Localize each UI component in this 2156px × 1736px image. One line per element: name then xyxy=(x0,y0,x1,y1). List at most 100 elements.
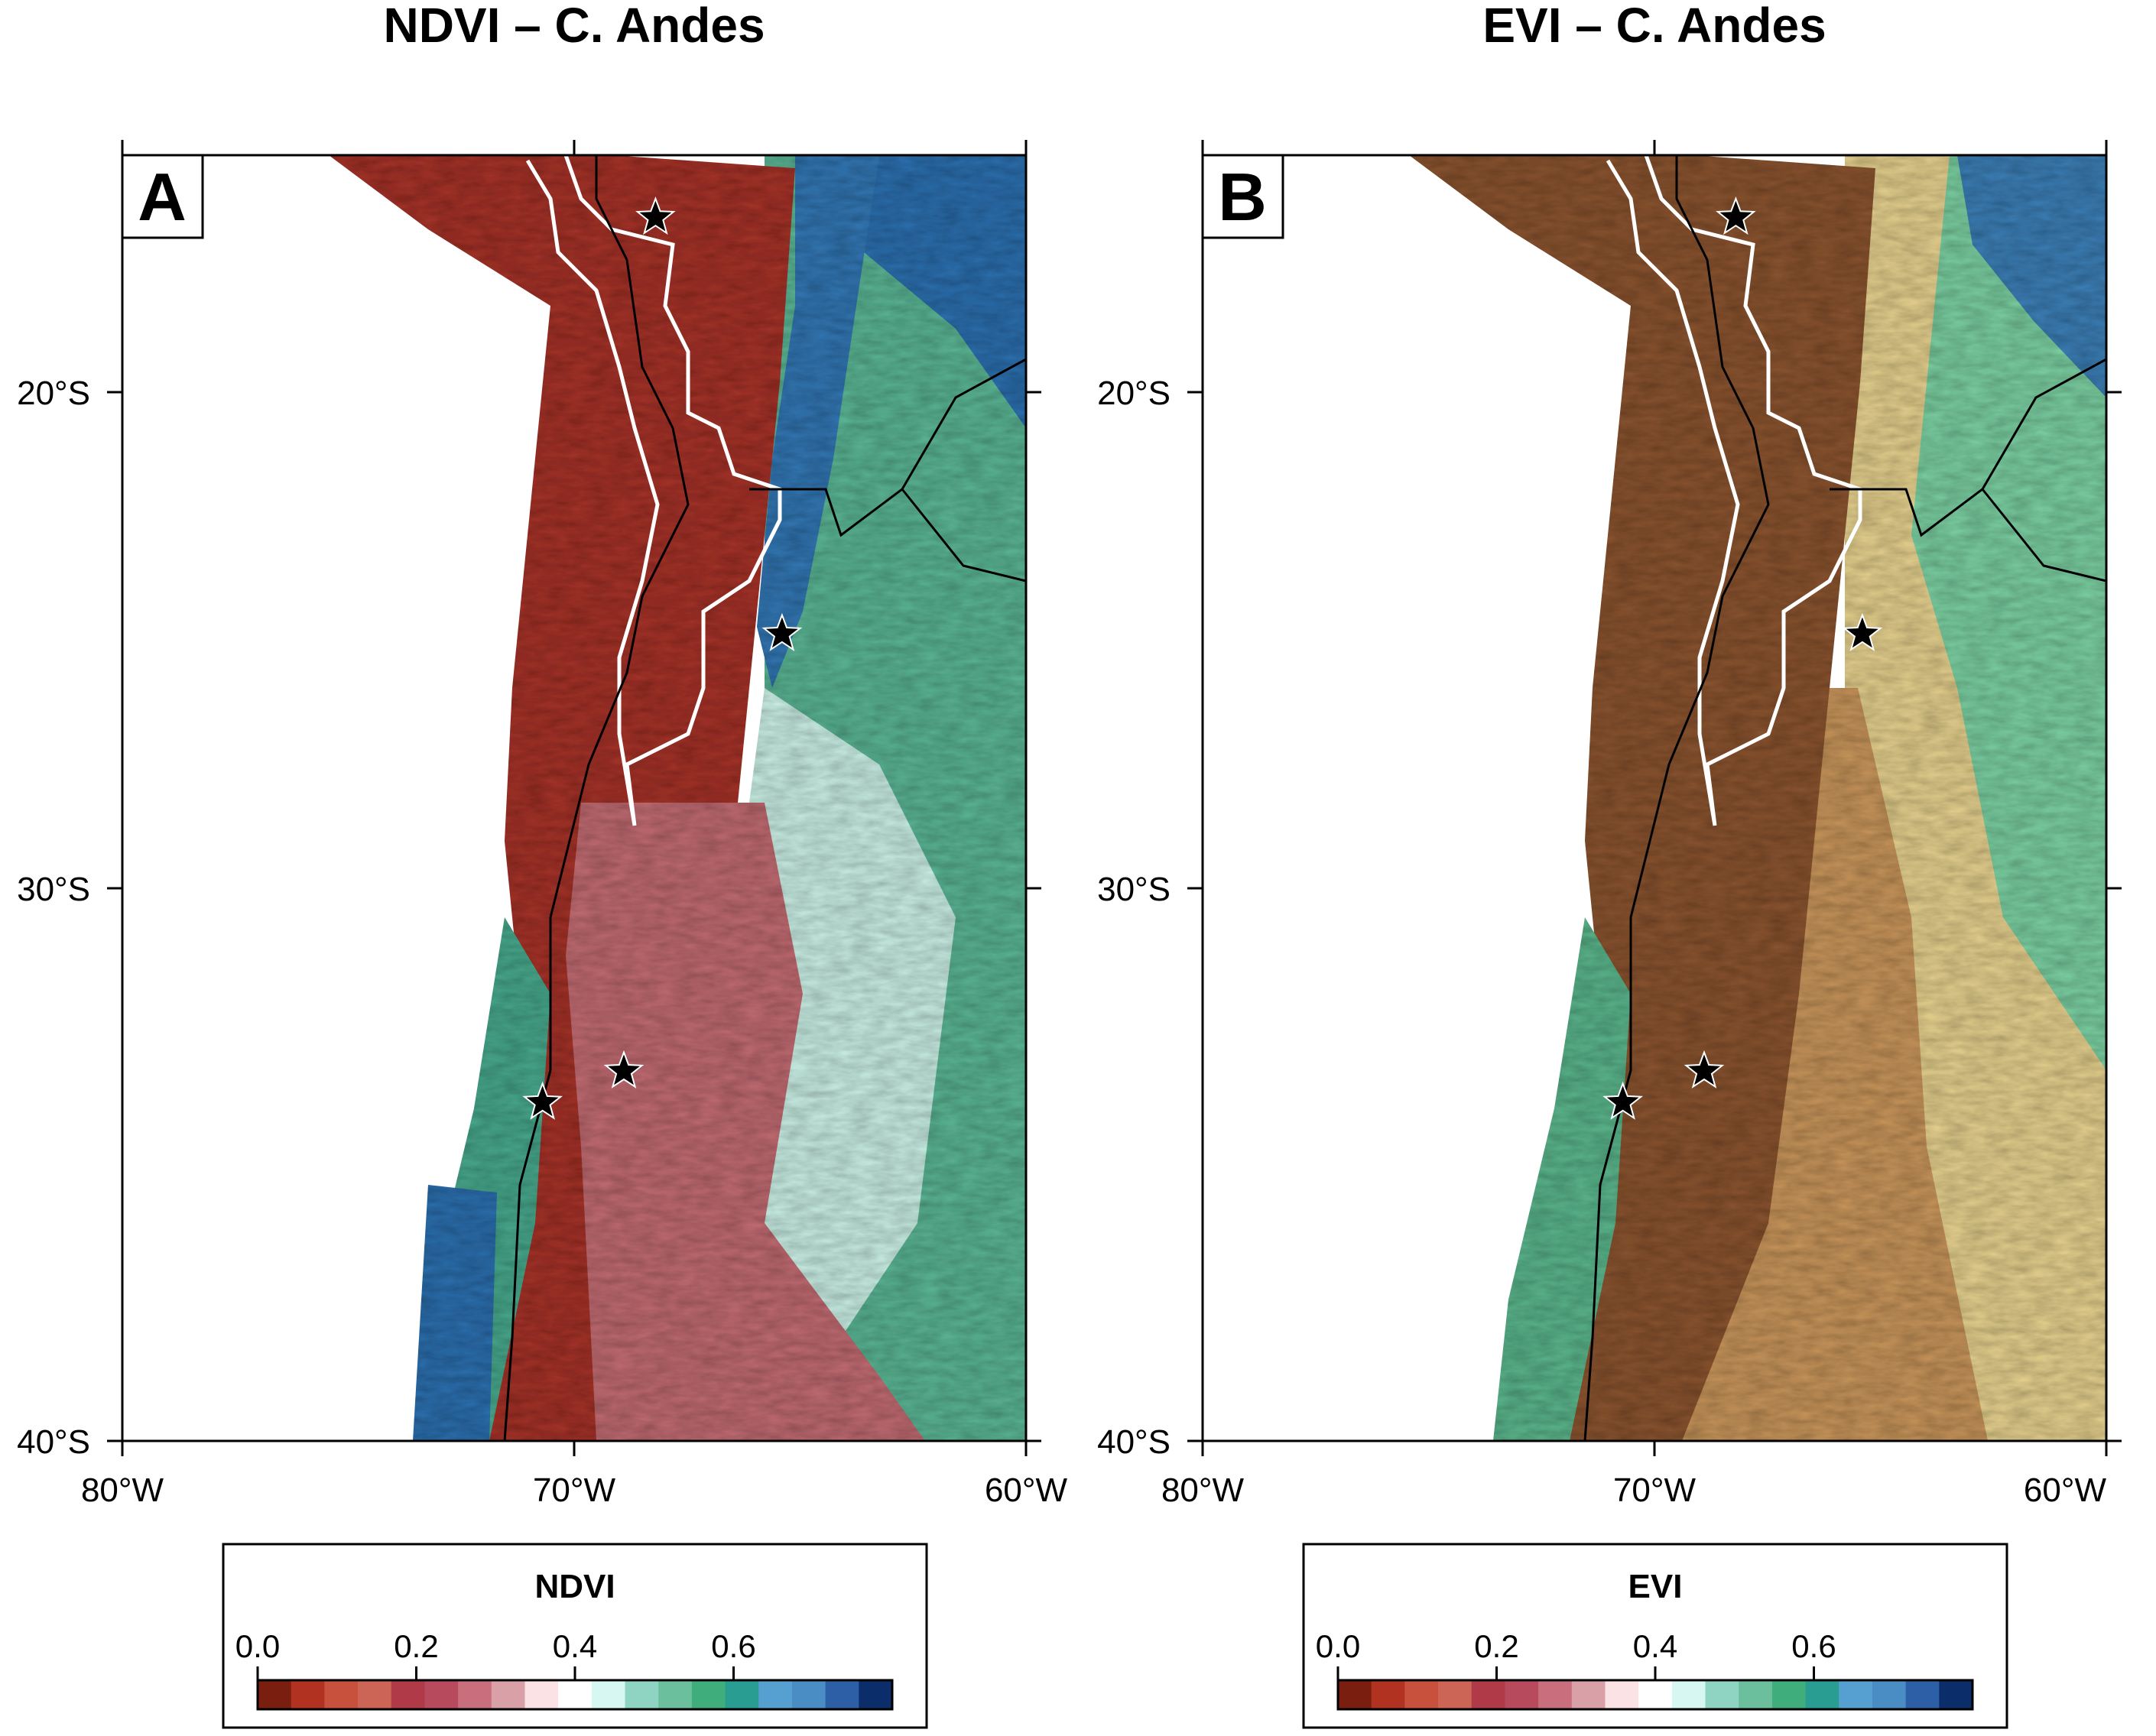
colorbar-swatch xyxy=(1805,1680,1839,1709)
colorbar-swatch xyxy=(791,1680,826,1709)
panel-b-title: EVI – C. Andes xyxy=(1482,0,1826,53)
panel-a-land xyxy=(329,155,1026,1441)
site-star-icon xyxy=(1716,196,1756,235)
panel-a-border-2 xyxy=(749,358,1026,582)
site-star-icon xyxy=(761,612,803,651)
panel-a-y-tick-20s: 20°S xyxy=(17,375,90,412)
panel-b-land xyxy=(1409,155,2106,1441)
colorbar-swatch xyxy=(391,1680,425,1709)
panel-a-y-tick-30s: 30°S xyxy=(17,871,90,908)
panel-a-title: NDVI – C. Andes xyxy=(383,0,765,53)
panel-a-letter-box xyxy=(121,154,204,239)
panel-a-land-wet-east xyxy=(864,155,1026,428)
colorbar-swatch xyxy=(1671,1680,1706,1709)
colorbar-swatch xyxy=(1638,1680,1673,1709)
colorbar-tick-label: 0.2 xyxy=(1474,1628,1518,1664)
colorbar-swatch xyxy=(725,1680,759,1709)
panel-b-stars xyxy=(1602,196,1883,1120)
colorbar-swatch xyxy=(825,1680,859,1709)
colorbar-swatch xyxy=(558,1680,593,1709)
panel-b-land-coast-veg xyxy=(1493,917,1631,1441)
panel-a-x-tick-60w: 60°W xyxy=(985,1472,1068,1509)
colorbar-swatch xyxy=(1905,1680,1940,1709)
colorbar-swatch xyxy=(658,1680,693,1709)
panel-b-map xyxy=(1409,155,2106,1441)
panel-a-stars xyxy=(522,196,803,1120)
site-star-icon xyxy=(522,1081,563,1120)
panel-b-x-tick-60w: 60°W xyxy=(2024,1472,2107,1509)
panel-b-colorbar-swatches xyxy=(1336,1679,1974,1711)
panel-b-land-veg-east xyxy=(1911,155,2106,1070)
colorbar-swatch xyxy=(1771,1680,1807,1709)
panel-b-colorbar-title: EVI xyxy=(1628,1568,1683,1605)
colorbar-swatch xyxy=(1371,1680,1405,1709)
colorbar-tick-label: 0.0 xyxy=(235,1628,280,1664)
colorbar-swatch xyxy=(758,1680,793,1709)
colorbar-swatch xyxy=(424,1680,459,1709)
panel-a-letter: A xyxy=(138,159,187,235)
colorbar-swatch xyxy=(1471,1680,1505,1709)
site-star-icon xyxy=(1684,1050,1725,1089)
colorbar-swatch xyxy=(1338,1680,1372,1709)
colorbar-swatch xyxy=(1438,1680,1473,1709)
colorbar-swatch xyxy=(691,1680,726,1709)
site-star-icon xyxy=(635,196,676,235)
colorbar-tick-label: 0.6 xyxy=(1791,1628,1836,1664)
colorbar-swatch xyxy=(524,1680,559,1709)
colorbar-swatch xyxy=(491,1680,525,1709)
panel-a-basin-outline xyxy=(525,155,782,826)
panel-a-land-pink xyxy=(566,803,925,1441)
colorbar-swatch xyxy=(358,1680,392,1709)
panel-a-x-tick-70w: 70°W xyxy=(533,1472,616,1509)
panel-b-border xyxy=(1583,155,1770,1441)
panel-a-colorbar-title: NDVI xyxy=(534,1568,615,1605)
panel-b-y-tick-30s: 30°S xyxy=(1097,871,1171,908)
colorbar-tick-label: 0.0 xyxy=(1316,1628,1360,1664)
colorbar-swatch xyxy=(1739,1680,1773,1709)
panel-b-x-tick-80w: 80°W xyxy=(1161,1472,1245,1509)
panel-a-land-blue-band xyxy=(757,155,879,688)
colorbar-swatch xyxy=(1538,1680,1573,1709)
colorbar-swatch xyxy=(1605,1680,1639,1709)
panel-b-y-tick-20s: 20°S xyxy=(1097,375,1171,412)
colorbar-swatch xyxy=(324,1680,359,1709)
colorbar-tick-label: 0.6 xyxy=(711,1628,755,1664)
panel-b-colorbar: EVI 0.0 0.2 0.4 0.6 xyxy=(1302,1543,2008,1729)
panel-a-colorbar: NDVI 0.0 0.2 0.4 0.6 xyxy=(222,1543,928,1729)
panel-b-basin-outline xyxy=(1606,155,1862,826)
panel-a-y-tick-40s: 40°S xyxy=(17,1423,90,1461)
colorbar-swatch xyxy=(625,1680,659,1709)
colorbar-tick-label: 0.2 xyxy=(394,1628,438,1664)
colorbar-swatch xyxy=(591,1680,626,1709)
panel-a-colorbar-swatches xyxy=(256,1679,894,1711)
panel-b-border-2 xyxy=(1830,358,2106,582)
panel-a-land-coast-wet xyxy=(413,1185,497,1441)
panel-a-axis-ticks xyxy=(107,140,1041,1456)
panel-b-y-tick-40s: 40°S xyxy=(1097,1423,1171,1461)
site-star-icon xyxy=(1602,1081,1644,1120)
colorbar-swatch xyxy=(1505,1680,1539,1709)
colorbar-tick-label: 0.4 xyxy=(1633,1628,1677,1664)
panel-a-border xyxy=(503,155,690,1441)
colorbar-swatch xyxy=(1839,1680,1873,1709)
site-star-icon xyxy=(1842,612,1883,651)
colorbar-swatch xyxy=(258,1680,292,1709)
colorbar-swatch xyxy=(1705,1680,1739,1709)
panel-a-colorbar-ticks: 0.0 0.2 0.4 0.6 xyxy=(235,1628,756,1680)
colorbar-tick-label: 0.4 xyxy=(553,1628,597,1664)
panel-a-x-tick-80w: 80°W xyxy=(81,1472,164,1509)
panel-b-land-wet-east xyxy=(1957,155,2106,397)
panel-a: NDVI – C. Andes xyxy=(17,0,1068,1729)
colorbar-swatch xyxy=(1939,1680,1973,1709)
panel-a-land-light xyxy=(734,688,956,1338)
colorbar-swatch xyxy=(1404,1680,1439,1709)
panel-b-axis-ticks xyxy=(1187,140,2122,1456)
panel-b: EVI – C. Andes 80°W 70°W 60°W 20° xyxy=(1097,0,2122,1729)
colorbar-swatch xyxy=(291,1680,325,1709)
panel-b-letter-box xyxy=(1201,154,1284,239)
panel-a-map xyxy=(329,155,1026,1441)
colorbar-swatch xyxy=(859,1680,893,1709)
panel-b-x-tick-70w: 70°W xyxy=(1613,1472,1697,1509)
panel-b-colorbar-ticks: 0.0 0.2 0.4 0.6 xyxy=(1316,1628,1836,1680)
site-star-icon xyxy=(603,1050,645,1089)
